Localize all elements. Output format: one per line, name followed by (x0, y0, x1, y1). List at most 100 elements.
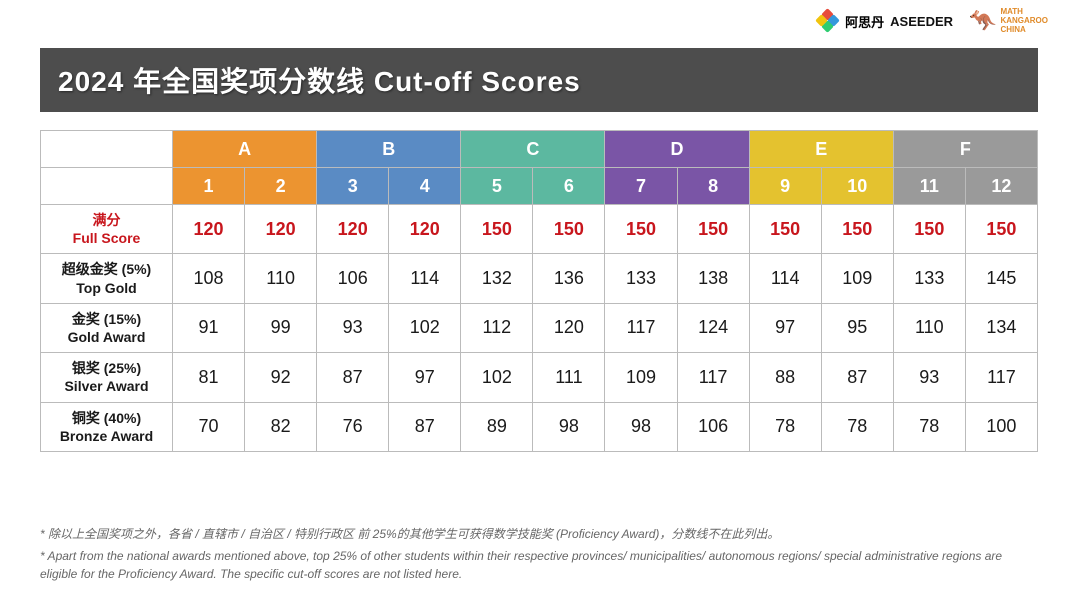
footnote-cn: * 除以上全国奖项之外，各省 / 直辖市 / 自治区 / 特别行政区 前 25%… (40, 525, 1038, 543)
score-cell: 102 (461, 353, 533, 402)
grade-header-11: 11 (893, 168, 965, 205)
score-cell: 150 (533, 205, 605, 254)
level-header-label: 等级 / Level (41, 131, 173, 168)
score-cell: 78 (893, 402, 965, 451)
footnote-en: * Apart from the national awards mention… (40, 547, 1038, 583)
level-header-C: C (461, 131, 605, 168)
score-cell: 117 (677, 353, 749, 402)
score-cell: 132 (461, 254, 533, 303)
grade-header-1: 1 (173, 168, 245, 205)
kangaroo-text: MATH KANGAROO CHINA (1000, 8, 1048, 34)
score-cell: 134 (965, 303, 1037, 352)
aseed-cn: 阿思丹 (845, 12, 884, 31)
row-label: 超级金奖 (5%)Top Gold (41, 254, 173, 303)
level-header-D: D (605, 131, 749, 168)
score-cell: 98 (533, 402, 605, 451)
score-cell: 78 (749, 402, 821, 451)
row-label: 满分Full Score (41, 205, 173, 254)
score-cell: 100 (965, 402, 1037, 451)
level-header-E: E (749, 131, 893, 168)
score-cell: 87 (317, 353, 389, 402)
grade-header-5: 5 (461, 168, 533, 205)
score-cell: 150 (965, 205, 1037, 254)
level-header-F: F (893, 131, 1037, 168)
score-cell: 117 (605, 303, 677, 352)
grade-header-label: 年级 / Grade (41, 168, 173, 205)
score-cell: 150 (605, 205, 677, 254)
grade-header-10: 10 (821, 168, 893, 205)
score-cell: 150 (749, 205, 821, 254)
score-cell: 99 (245, 303, 317, 352)
score-cell: 136 (533, 254, 605, 303)
score-cell: 91 (173, 303, 245, 352)
score-cell: 87 (821, 353, 893, 402)
grade-header-6: 6 (533, 168, 605, 205)
grade-header-7: 7 (605, 168, 677, 205)
aseed-en: ASEEDER (890, 14, 953, 29)
score-cell: 150 (893, 205, 965, 254)
row-label: 银奖 (25%)Silver Award (41, 353, 173, 402)
score-cell: 110 (245, 254, 317, 303)
aseed-logo: 阿思丹 ASEEDER (817, 10, 953, 32)
grade-header-2: 2 (245, 168, 317, 205)
score-cell: 93 (317, 303, 389, 352)
table-body: 满分Full Score1201201201201501501501501501… (41, 205, 1038, 452)
grade-header-12: 12 (965, 168, 1037, 205)
score-cell: 97 (749, 303, 821, 352)
score-cell: 109 (605, 353, 677, 402)
score-cell: 97 (389, 353, 461, 402)
row-label: 金奖 (15%)Gold Award (41, 303, 173, 352)
score-cell: 89 (461, 402, 533, 451)
score-cell: 98 (605, 402, 677, 451)
score-cell: 133 (893, 254, 965, 303)
score-cell: 150 (677, 205, 749, 254)
aseed-icon (817, 10, 839, 32)
score-cell: 112 (461, 303, 533, 352)
logo-bar: 阿思丹 ASEEDER 🦘 MATH KANGAROO CHINA (817, 8, 1048, 34)
score-cell: 120 (317, 205, 389, 254)
score-cell: 92 (245, 353, 317, 402)
score-cell: 145 (965, 254, 1037, 303)
score-cell: 109 (821, 254, 893, 303)
score-cell: 82 (245, 402, 317, 451)
score-cell: 114 (389, 254, 461, 303)
grade-header-4: 4 (389, 168, 461, 205)
footnotes: * 除以上全国奖项之外，各省 / 直辖市 / 自治区 / 特别行政区 前 25%… (40, 525, 1038, 587)
score-cell: 114 (749, 254, 821, 303)
score-cell: 102 (389, 303, 461, 352)
score-cell: 111 (533, 353, 605, 402)
level-header-B: B (317, 131, 461, 168)
score-cell: 133 (605, 254, 677, 303)
kangaroo-icon: 🦘 (969, 8, 996, 34)
score-cell: 95 (821, 303, 893, 352)
score-table: 等级 / LevelABCDEF年级 / Grade12345678910111… (40, 130, 1038, 452)
score-cell: 117 (965, 353, 1037, 402)
score-cell: 150 (821, 205, 893, 254)
kangaroo-logo: 🦘 MATH KANGAROO CHINA (969, 8, 1048, 34)
level-header-A: A (173, 131, 317, 168)
score-cell: 110 (893, 303, 965, 352)
score-cell: 124 (677, 303, 749, 352)
score-cell: 120 (173, 205, 245, 254)
score-cell: 106 (317, 254, 389, 303)
table-head: 等级 / LevelABCDEF年级 / Grade12345678910111… (41, 131, 1038, 205)
score-cell: 93 (893, 353, 965, 402)
score-cell: 120 (245, 205, 317, 254)
score-cell: 78 (821, 402, 893, 451)
score-cell: 120 (389, 205, 461, 254)
score-cell: 138 (677, 254, 749, 303)
row-label: 铜奖 (40%)Bronze Award (41, 402, 173, 451)
score-cell: 70 (173, 402, 245, 451)
score-cell: 87 (389, 402, 461, 451)
grade-header-8: 8 (677, 168, 749, 205)
score-cell: 106 (677, 402, 749, 451)
grade-header-3: 3 (317, 168, 389, 205)
score-cell: 120 (533, 303, 605, 352)
score-cell: 108 (173, 254, 245, 303)
score-cell: 81 (173, 353, 245, 402)
grade-header-9: 9 (749, 168, 821, 205)
page-title: 2024 年全国奖项分数线 Cut-off Scores (40, 48, 1038, 112)
score-cell: 88 (749, 353, 821, 402)
score-table-wrap: 等级 / LevelABCDEF年级 / Grade12345678910111… (40, 130, 1038, 452)
score-cell: 150 (461, 205, 533, 254)
